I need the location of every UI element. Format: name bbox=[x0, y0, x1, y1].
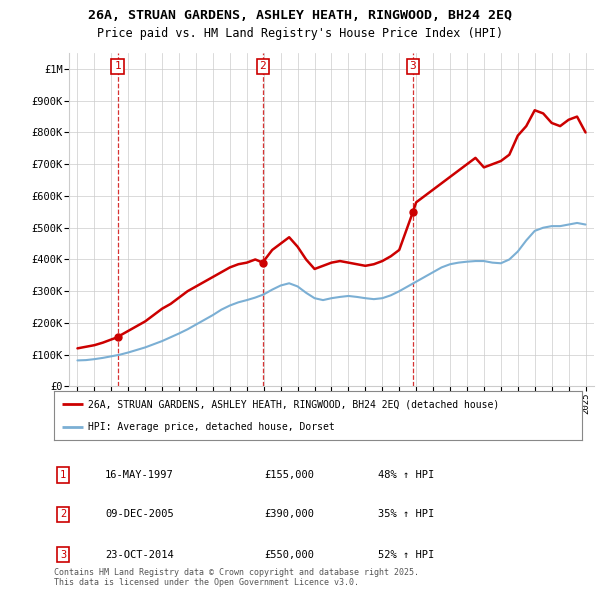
Text: HPI: Average price, detached house, Dorset: HPI: Average price, detached house, Dors… bbox=[88, 422, 335, 432]
Text: £390,000: £390,000 bbox=[264, 510, 314, 519]
Text: 1: 1 bbox=[114, 61, 121, 71]
Text: 52% ↑ HPI: 52% ↑ HPI bbox=[378, 550, 434, 559]
Text: 26A, STRUAN GARDENS, ASHLEY HEATH, RINGWOOD, BH24 2EQ: 26A, STRUAN GARDENS, ASHLEY HEATH, RINGW… bbox=[88, 9, 512, 22]
Text: 35% ↑ HPI: 35% ↑ HPI bbox=[378, 510, 434, 519]
Text: Price paid vs. HM Land Registry's House Price Index (HPI): Price paid vs. HM Land Registry's House … bbox=[97, 27, 503, 40]
Text: 09-DEC-2005: 09-DEC-2005 bbox=[105, 510, 174, 519]
Text: £155,000: £155,000 bbox=[264, 470, 314, 480]
Text: Contains HM Land Registry data © Crown copyright and database right 2025.
This d: Contains HM Land Registry data © Crown c… bbox=[54, 568, 419, 587]
Text: 23-OCT-2014: 23-OCT-2014 bbox=[105, 550, 174, 559]
Text: 2: 2 bbox=[259, 61, 266, 71]
Text: 3: 3 bbox=[60, 550, 66, 559]
Text: 48% ↑ HPI: 48% ↑ HPI bbox=[378, 470, 434, 480]
Text: £550,000: £550,000 bbox=[264, 550, 314, 559]
Text: 16-MAY-1997: 16-MAY-1997 bbox=[105, 470, 174, 480]
Text: 2: 2 bbox=[60, 510, 66, 519]
Text: 26A, STRUAN GARDENS, ASHLEY HEATH, RINGWOOD, BH24 2EQ (detached house): 26A, STRUAN GARDENS, ASHLEY HEATH, RINGW… bbox=[88, 399, 500, 409]
Text: 3: 3 bbox=[410, 61, 416, 71]
Text: 1: 1 bbox=[60, 470, 66, 480]
